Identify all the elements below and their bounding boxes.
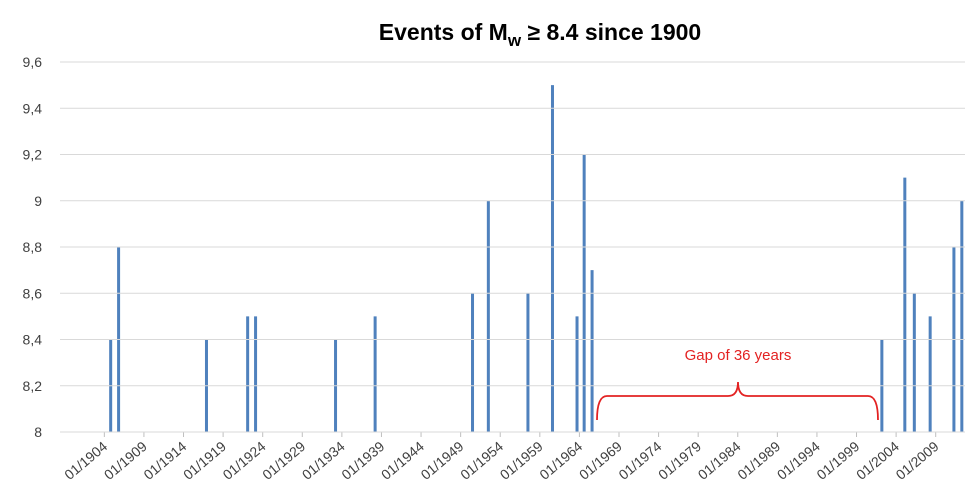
x-tick-label: 01/1984 xyxy=(695,438,744,483)
bar xyxy=(254,316,258,432)
x-tick-label: 01/1954 xyxy=(457,438,506,483)
x-tick-label: 01/1949 xyxy=(418,438,467,483)
y-tick-label: 8,6 xyxy=(23,285,43,301)
x-tick-label: 01/1964 xyxy=(536,438,585,483)
bar xyxy=(246,316,250,432)
x-tick-label: 01/1974 xyxy=(615,438,664,483)
y-tick-label: 9,2 xyxy=(23,147,43,163)
y-tick-label: 9,4 xyxy=(23,100,43,116)
annotation: Gap of 36 years xyxy=(685,347,792,364)
bar xyxy=(590,270,594,432)
title-part: ≥ 8.4 since 1900 xyxy=(521,19,701,45)
x-tick-label: 01/1904 xyxy=(61,438,110,483)
bar xyxy=(912,293,916,432)
y-tick-label: 9,6 xyxy=(23,54,43,70)
x-tick-label: 01/1909 xyxy=(101,438,150,483)
x-tick-label: 01/1969 xyxy=(576,438,625,483)
bar xyxy=(373,316,377,432)
gap-brace xyxy=(596,381,879,421)
bar xyxy=(526,293,530,432)
x-tick-label: 01/1924 xyxy=(220,438,269,483)
x-tick-label: 01/2009 xyxy=(893,438,942,483)
bar xyxy=(575,316,579,432)
y-tick-label: 8,4 xyxy=(23,332,43,348)
x-tick-label: 01/1939 xyxy=(338,438,387,483)
x-tick-label: 01/1999 xyxy=(813,438,862,483)
x-tick-label: 01/2004 xyxy=(853,438,902,483)
y-tick-label: 8,8 xyxy=(23,239,43,255)
x-tick-label: 01/1989 xyxy=(734,438,783,483)
x-tick-label: 01/1914 xyxy=(140,438,189,483)
x-tick-label: 01/1994 xyxy=(774,438,823,483)
x-tick-label: 01/1934 xyxy=(299,438,348,483)
bar xyxy=(928,316,932,432)
y-tick-label: 8,2 xyxy=(23,378,43,394)
x-tick-label: 01/1919 xyxy=(180,438,229,483)
title-part: Events of M xyxy=(379,19,508,45)
bar xyxy=(550,85,554,432)
bar xyxy=(960,200,964,432)
title-subscript: w xyxy=(507,31,522,50)
x-tick-label: 01/1979 xyxy=(655,438,704,483)
x-tick-label: 01/1944 xyxy=(378,438,427,483)
bar xyxy=(903,177,907,432)
y-tick-label: 9 xyxy=(34,193,42,209)
y-tick-label: 8 xyxy=(34,424,42,440)
bar xyxy=(471,293,475,432)
bar xyxy=(486,200,490,432)
x-tick-label: 01/1959 xyxy=(497,438,546,483)
x-tick-label: 01/1929 xyxy=(259,438,308,483)
chart-title: Events of Mw ≥ 8.4 since 1900 xyxy=(379,19,701,50)
